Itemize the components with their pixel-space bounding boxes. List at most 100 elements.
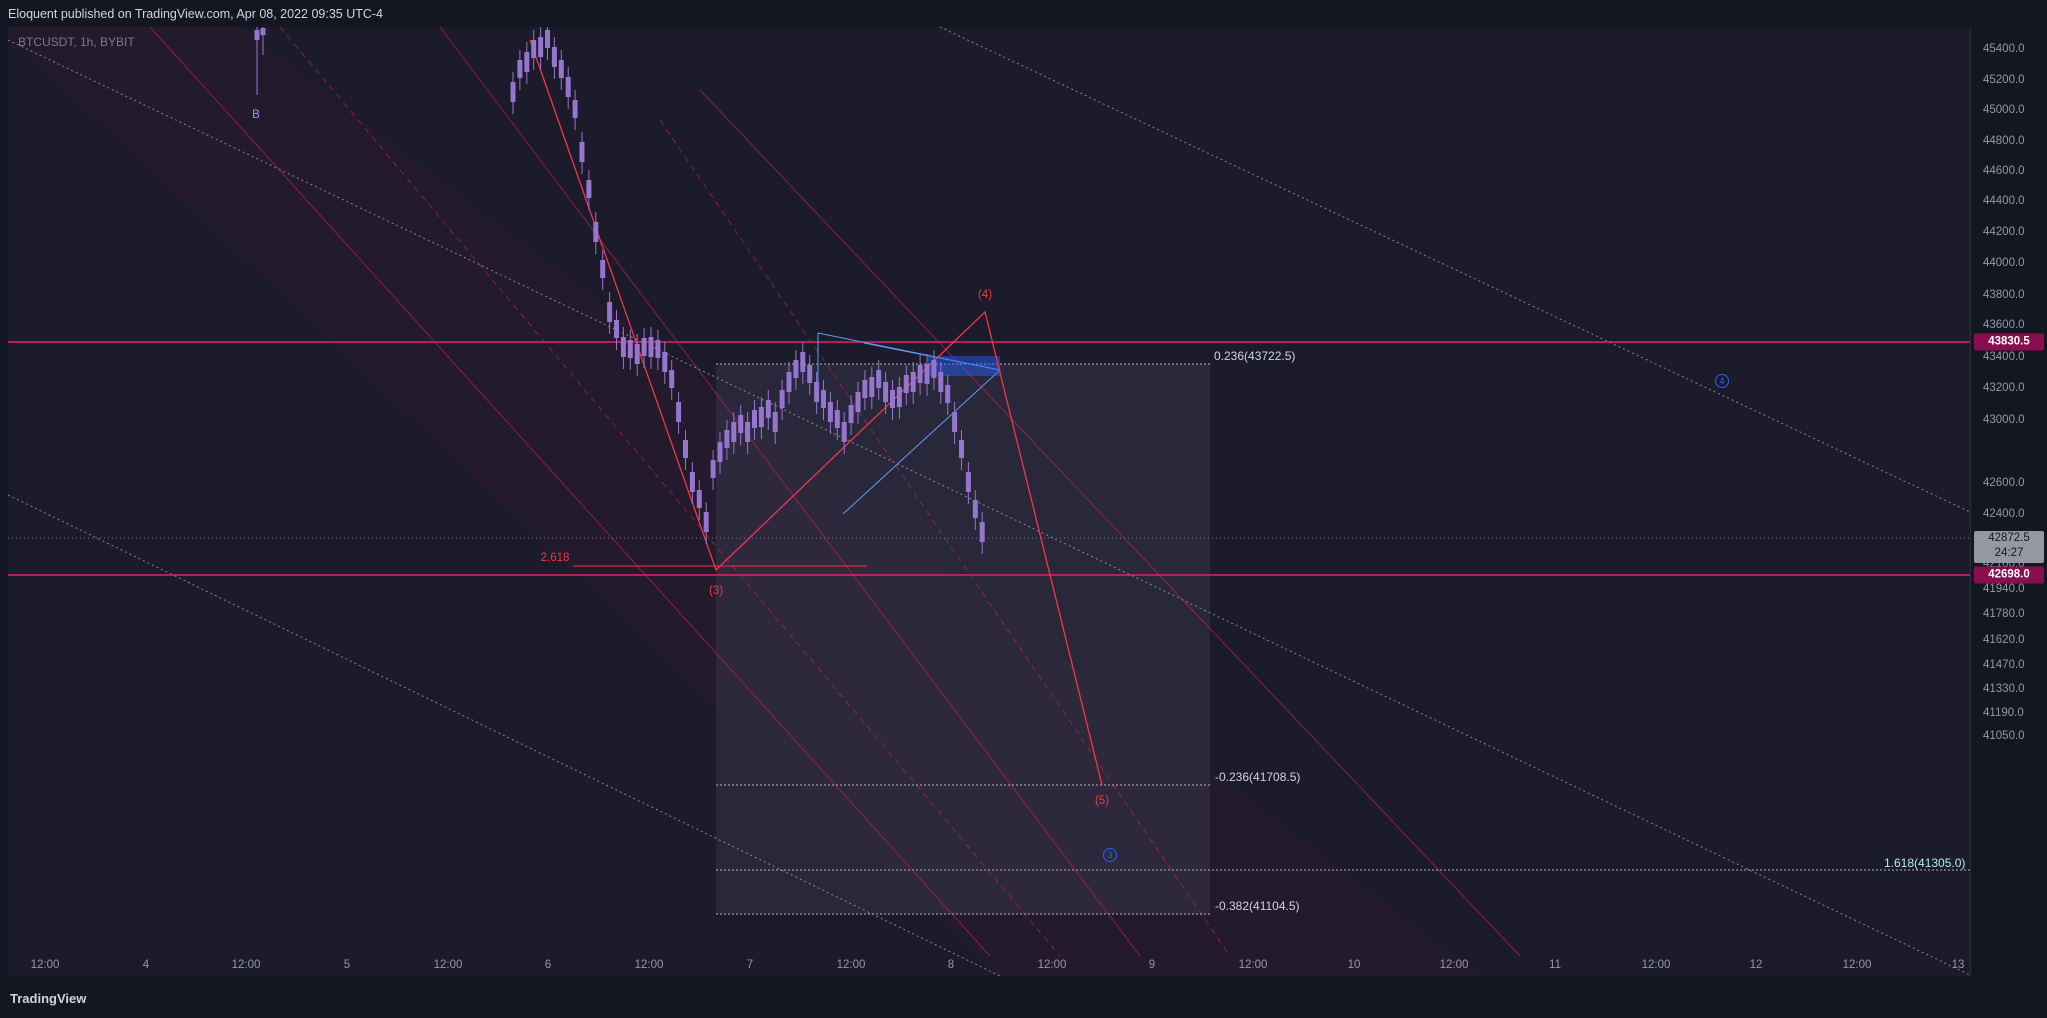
candle-body xyxy=(558,60,564,78)
price-tick: 42400.0 xyxy=(1983,508,2025,520)
candle-body xyxy=(648,337,654,357)
time-tick: 5 xyxy=(343,959,351,971)
candle-body xyxy=(924,364,930,384)
candle-body xyxy=(738,415,744,433)
price-tick: 43600.0 xyxy=(1983,319,2025,331)
candle-body xyxy=(254,30,260,40)
countdown: 24:27 xyxy=(1994,547,2024,559)
time-tick: 10 xyxy=(1347,959,1361,971)
time-tick: 12 xyxy=(1749,959,1763,971)
price-tick: 45400.0 xyxy=(1983,43,2025,55)
candle-body xyxy=(883,382,889,402)
candle-body xyxy=(903,375,909,393)
price-axis[interactable]: 45400.0 45200.0 45000.0 44800.0 44600.0 44400… xyxy=(1970,27,2047,976)
price-tick: 43800.0 xyxy=(1983,289,2025,301)
candle-body xyxy=(586,180,592,198)
chart-drawing xyxy=(8,27,1970,976)
time-tick: 6 xyxy=(544,959,552,971)
candle-body xyxy=(683,440,688,458)
time-axis[interactable]: 12:00 4 12:00 5 12:00 6 12:00 7 12:00 8 12:00 9 12:0… xyxy=(0,956,1970,976)
candle-body xyxy=(641,338,647,356)
candle-body xyxy=(959,440,964,458)
channel-fill xyxy=(8,27,1480,976)
candle-body xyxy=(807,365,813,383)
price-tick: 41330.0 xyxy=(1983,683,2025,695)
red-channel-line xyxy=(279,27,1061,957)
candle-body xyxy=(517,60,523,78)
time-tick: 12:00 xyxy=(634,959,664,971)
price-tick: 41050.0 xyxy=(1983,730,2025,742)
candle-body xyxy=(862,380,868,398)
time-tick: 11 xyxy=(1549,959,1561,971)
fib-m0382-label: -0.382(41104.5) xyxy=(1215,899,1300,913)
candle-body xyxy=(834,410,840,428)
footer: TradingView xyxy=(0,976,2047,1018)
candle-body xyxy=(627,340,633,358)
circle-4-label: 4 xyxy=(1715,374,1729,388)
channel-line xyxy=(8,39,1970,976)
price-tick: 43400.0 xyxy=(1983,351,2025,363)
candle-body xyxy=(945,385,951,403)
wave-4-label: (4) xyxy=(977,289,993,301)
time-tick: 12:00 xyxy=(1238,959,1268,971)
channel-line xyxy=(8,494,1001,976)
price-tick: 41940.0 xyxy=(1983,583,2025,595)
time-tick: 12:00 xyxy=(1439,959,1469,971)
candle-body xyxy=(869,377,875,397)
candle-body xyxy=(786,372,792,392)
time-tick: 4 xyxy=(142,959,150,971)
candle-body xyxy=(607,302,613,322)
wave-5-label: (5) xyxy=(1094,795,1110,807)
candle-body xyxy=(848,405,854,423)
fib-m0236-label: -0.236(41708.5) xyxy=(1215,770,1301,784)
candle-body xyxy=(841,422,847,442)
candle-body xyxy=(931,360,937,378)
tradingview-brand: TradingView xyxy=(10,991,87,1006)
candlesticks xyxy=(254,27,985,554)
red-channel-line xyxy=(699,89,1521,957)
tradingview-logo-icon[interactable]: TradingView xyxy=(10,991,86,1006)
support-price-label: 42698.0 xyxy=(1974,566,2044,584)
price-tick: 45200.0 xyxy=(1983,74,2025,86)
publish-header: Eloquent published on TradingView.com, A… xyxy=(0,0,2047,27)
time-tick: 12:00 xyxy=(1037,959,1067,971)
fib-1618-label: 1.618(41305.0) xyxy=(1884,856,1966,870)
candle-body xyxy=(758,407,764,427)
chart-pane[interactable] xyxy=(8,27,1970,976)
price-tick: 44000.0 xyxy=(1983,257,2025,269)
price-tick: 43200.0 xyxy=(1983,382,2025,394)
candle-body xyxy=(896,387,902,407)
candle-body xyxy=(579,142,585,162)
candle-body xyxy=(890,390,895,408)
candle-body xyxy=(793,360,799,378)
publish-line: Eloquent published on TradingView.com, A… xyxy=(8,7,384,21)
current-price-label: 42872.5 24:27 xyxy=(1974,531,2044,563)
candle-body xyxy=(655,340,661,358)
red-channel-line xyxy=(659,119,1231,957)
candle-body xyxy=(855,392,861,412)
price-tick: 45000.0 xyxy=(1983,104,2025,116)
candle-body xyxy=(676,402,682,422)
candle-body xyxy=(260,28,266,35)
price-tick: 44200.0 xyxy=(1983,226,2025,238)
candle-body xyxy=(703,512,709,532)
triangle-highlight xyxy=(928,356,1000,376)
price-tick: 41780.0 xyxy=(1983,608,2025,620)
candle-body xyxy=(752,410,757,428)
price-tick: 42600.0 xyxy=(1983,477,2025,489)
candle-body xyxy=(710,460,716,478)
time-tick: 12:00 xyxy=(433,959,463,971)
time-tick: 8 xyxy=(947,959,955,971)
fib-0236-label: 0.236(43722.5) xyxy=(1214,349,1296,363)
candle-body xyxy=(779,390,785,408)
symbol-label[interactable]: BTCUSDT, 1h, BYBIT xyxy=(18,35,135,49)
wave-b-label: B xyxy=(252,109,260,121)
candle-body xyxy=(538,37,544,57)
candle-body xyxy=(910,372,916,392)
time-tick: 12:00 xyxy=(30,959,60,971)
time-tick: 12:00 xyxy=(1641,959,1671,971)
price-tick: 43000.0 xyxy=(1983,414,2025,426)
candle-body xyxy=(938,372,944,392)
candle-body xyxy=(662,352,668,372)
resistance-price-label: 43830.5 xyxy=(1974,333,2044,351)
